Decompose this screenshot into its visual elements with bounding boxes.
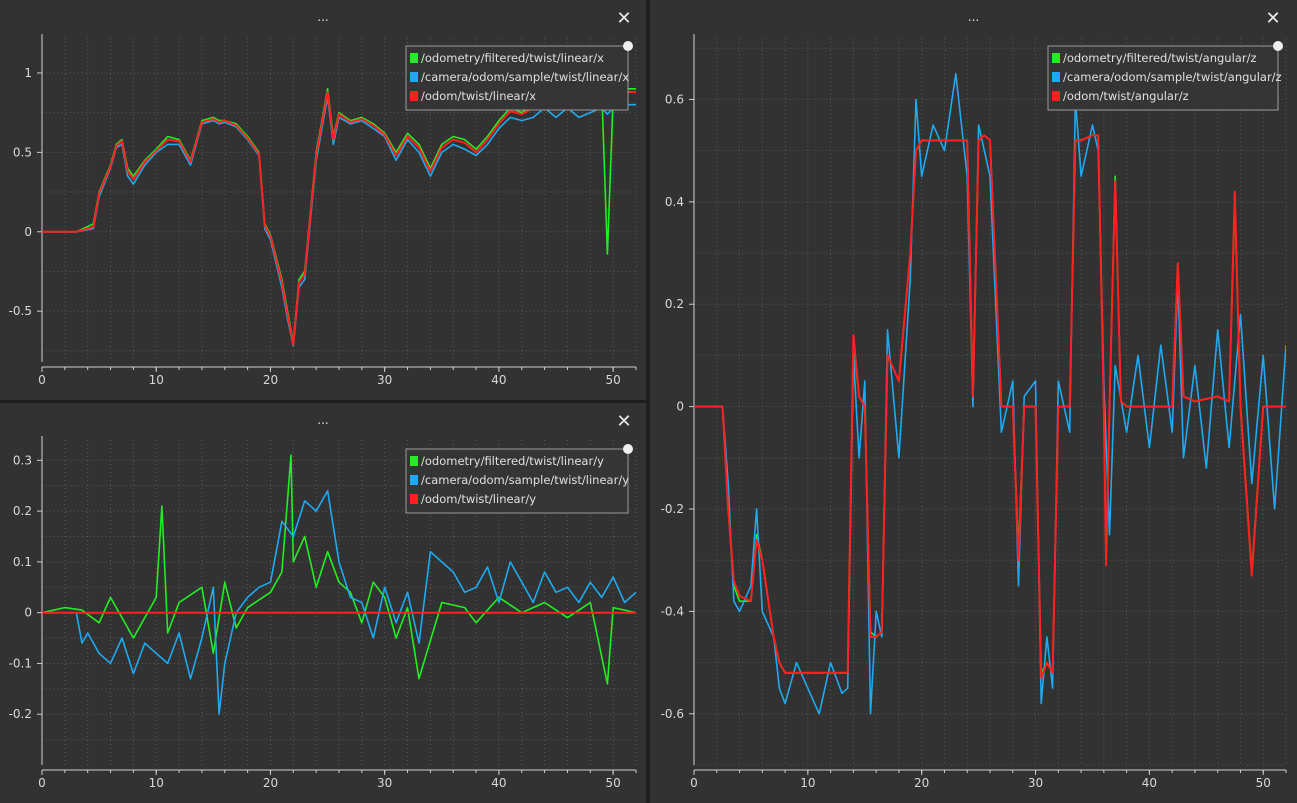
y-tick-label: 0.3	[13, 453, 32, 467]
y-tick-label: -0.5	[9, 304, 32, 318]
x-tick-label: 20	[914, 776, 929, 790]
x-tick-label: 30	[377, 776, 392, 790]
y-tick-label: -0.2	[661, 502, 684, 516]
x-tick-label: 10	[149, 776, 164, 790]
legend-label: /odometry/filtered/twist/linear/x	[421, 51, 604, 65]
legend: /odometry/filtered/twist/angular/z/camer…	[1047, 45, 1282, 111]
legend: /odometry/filtered/twist/linear/x/camera…	[405, 45, 629, 111]
x-tick-label: 50	[1256, 776, 1271, 790]
legend-label: /odom/twist/linear/x	[421, 89, 536, 103]
x-tick-label: 40	[491, 776, 506, 790]
series-line	[694, 73, 1286, 715]
series-line	[694, 134, 1286, 674]
close-icon[interactable]: ✕	[616, 8, 632, 29]
plot-panel-linear-x: ... ✕ 0 10 20 30 40 50 -0.5 0 0.5 1/odometry/filt…	[0, 0, 646, 400]
panel-title: ...	[317, 10, 329, 24]
legend-handle-icon	[1273, 41, 1283, 51]
legend-label: /odometry/filtered/twist/angular/z	[1063, 51, 1256, 65]
close-icon[interactable]: ✕	[616, 411, 632, 432]
plot-panel-linear-y: ... ✕ 0 10 20 30 40 50 -0.2 -0.1 0 0.1 0.2 0.3/odom…	[0, 403, 646, 803]
y-tick-label: 0.2	[13, 504, 32, 518]
y-tick-label: 0.2	[665, 297, 684, 311]
legend-label: /camera/odom/sample/twist/linear/y	[421, 473, 629, 487]
legend-label: /camera/odom/sample/twist/angular/z	[1063, 70, 1282, 84]
legend-handle-icon	[623, 41, 633, 51]
x-tick-label: 10	[149, 373, 164, 387]
y-tick-label: 0.5	[13, 145, 32, 159]
splitter-vertical[interactable]	[646, 0, 650, 803]
legend-swatch	[410, 72, 418, 82]
legend-box	[1047, 45, 1279, 111]
legend-swatch	[1052, 72, 1060, 82]
legend-label: /odom/twist/angular/z	[1063, 89, 1189, 103]
legend: /odometry/filtered/twist/linear/y/camera…	[405, 448, 629, 514]
chart-linear-y[interactable]: 0 10 20 30 40 50 -0.2 -0.1 0 0.1 0.2 0.3/odometry/f…	[0, 403, 646, 803]
legend-box	[405, 45, 629, 111]
y-tick-label: -0.2	[9, 707, 32, 721]
y-tick-label: 0.6	[665, 92, 684, 106]
close-icon[interactable]: ✕	[1265, 8, 1281, 29]
x-tick-label: 10	[800, 776, 815, 790]
x-tick-label: 0	[38, 373, 46, 387]
x-tick-label: 40	[491, 373, 506, 387]
x-tick-label: 30	[1028, 776, 1043, 790]
series-line	[694, 134, 1286, 679]
y-tick-label: 0	[676, 400, 684, 414]
x-tick-label: 50	[606, 373, 621, 387]
y-tick-label: 0	[24, 225, 32, 239]
legend-swatch	[410, 91, 418, 101]
y-tick-label: 1	[24, 66, 32, 80]
legend-label: /odometry/filtered/twist/linear/y	[421, 454, 604, 468]
x-tick-label: 30	[377, 373, 392, 387]
y-tick-label: 0.4	[665, 195, 684, 209]
y-tick-label: -0.6	[661, 707, 684, 721]
chart-linear-x[interactable]: 0 10 20 30 40 50 -0.5 0 0.5 1/odometry/filtered/t…	[0, 0, 646, 400]
y-tick-label: -0.1	[9, 656, 32, 670]
series-line	[42, 454, 636, 685]
legend-swatch	[410, 494, 418, 504]
legend-swatch	[410, 53, 418, 63]
y-tick-label: 0	[24, 606, 32, 620]
splitter-horizontal[interactable]	[0, 400, 646, 403]
grid	[693, 38, 1287, 766]
x-tick-label: 0	[690, 776, 698, 790]
y-tick-label: 0.1	[13, 555, 32, 569]
legend-label: /camera/odom/sample/twist/linear/x	[421, 70, 629, 84]
legend-swatch	[1052, 53, 1060, 63]
legend-label: /odom/twist/linear/y	[421, 492, 536, 506]
x-tick-label: 50	[606, 776, 621, 790]
x-tick-label: 0	[38, 776, 46, 790]
series-line	[42, 490, 636, 715]
chart-angular-z[interactable]: 0 10 20 30 40 50 -0.6 -0.4 -0.2 0 0.2 0.4 0.6/odomet…	[650, 0, 1297, 803]
plot-panel-angular-z: ... ✕ 0 10 20 30 40 50 -0.6 -0.4 -0.2 0 0.2 0.4 0.6 /…	[650, 0, 1297, 803]
x-tick-label: 20	[263, 776, 278, 790]
y-tick-label: -0.4	[661, 604, 684, 618]
legend-swatch	[1052, 91, 1060, 101]
x-tick-label: 20	[263, 373, 278, 387]
legend-swatch	[410, 456, 418, 466]
legend-handle-icon	[623, 444, 633, 454]
legend-swatch	[410, 475, 418, 485]
panel-title: ...	[967, 10, 980, 24]
x-tick-label: 40	[1142, 776, 1157, 790]
legend-box	[405, 448, 629, 514]
panel-title: ...	[317, 413, 329, 427]
